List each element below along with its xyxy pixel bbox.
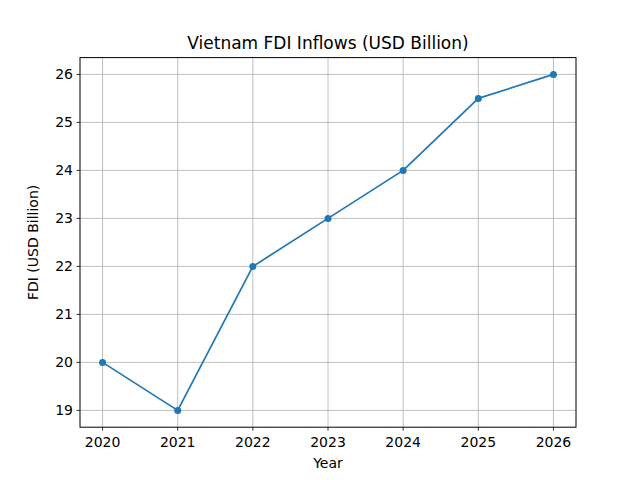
data-point xyxy=(174,407,181,414)
tick-labels: 2020202120222023202420252026192021222324… xyxy=(55,66,571,449)
y-axis-label: FDI (USD Billion) xyxy=(25,185,41,300)
y-tick-label: 26 xyxy=(55,66,73,82)
chart-canvas: 2020202120222023202420252026192021222324… xyxy=(0,0,640,480)
y-tick-label: 23 xyxy=(55,210,73,226)
axis-ticks xyxy=(77,74,554,430)
data-point xyxy=(99,359,106,366)
line-chart: 2020202120222023202420252026192021222324… xyxy=(0,0,640,480)
x-tick-label: 2026 xyxy=(536,434,572,450)
y-tick-label: 20 xyxy=(55,354,73,370)
x-tick-label: 2020 xyxy=(85,434,121,450)
data-point xyxy=(249,263,256,270)
chart-title: Vietnam FDI Inflows (USD Billion) xyxy=(187,33,468,53)
data-point xyxy=(325,215,332,222)
y-tick-label: 25 xyxy=(55,114,73,130)
x-tick-label: 2022 xyxy=(235,434,271,450)
data-point xyxy=(550,71,557,78)
y-tick-label: 24 xyxy=(55,162,73,178)
x-tick-label: 2021 xyxy=(160,434,196,450)
y-tick-label: 22 xyxy=(55,258,73,274)
y-tick-label: 21 xyxy=(55,306,73,322)
y-tick-label: 19 xyxy=(55,402,73,418)
data-point xyxy=(475,95,482,102)
x-tick-label: 2025 xyxy=(460,434,496,450)
gridlines xyxy=(80,58,576,428)
data-point xyxy=(400,167,407,174)
x-tick-label: 2024 xyxy=(385,434,421,450)
x-tick-label: 2023 xyxy=(310,434,346,450)
x-axis-label: Year xyxy=(312,455,343,471)
